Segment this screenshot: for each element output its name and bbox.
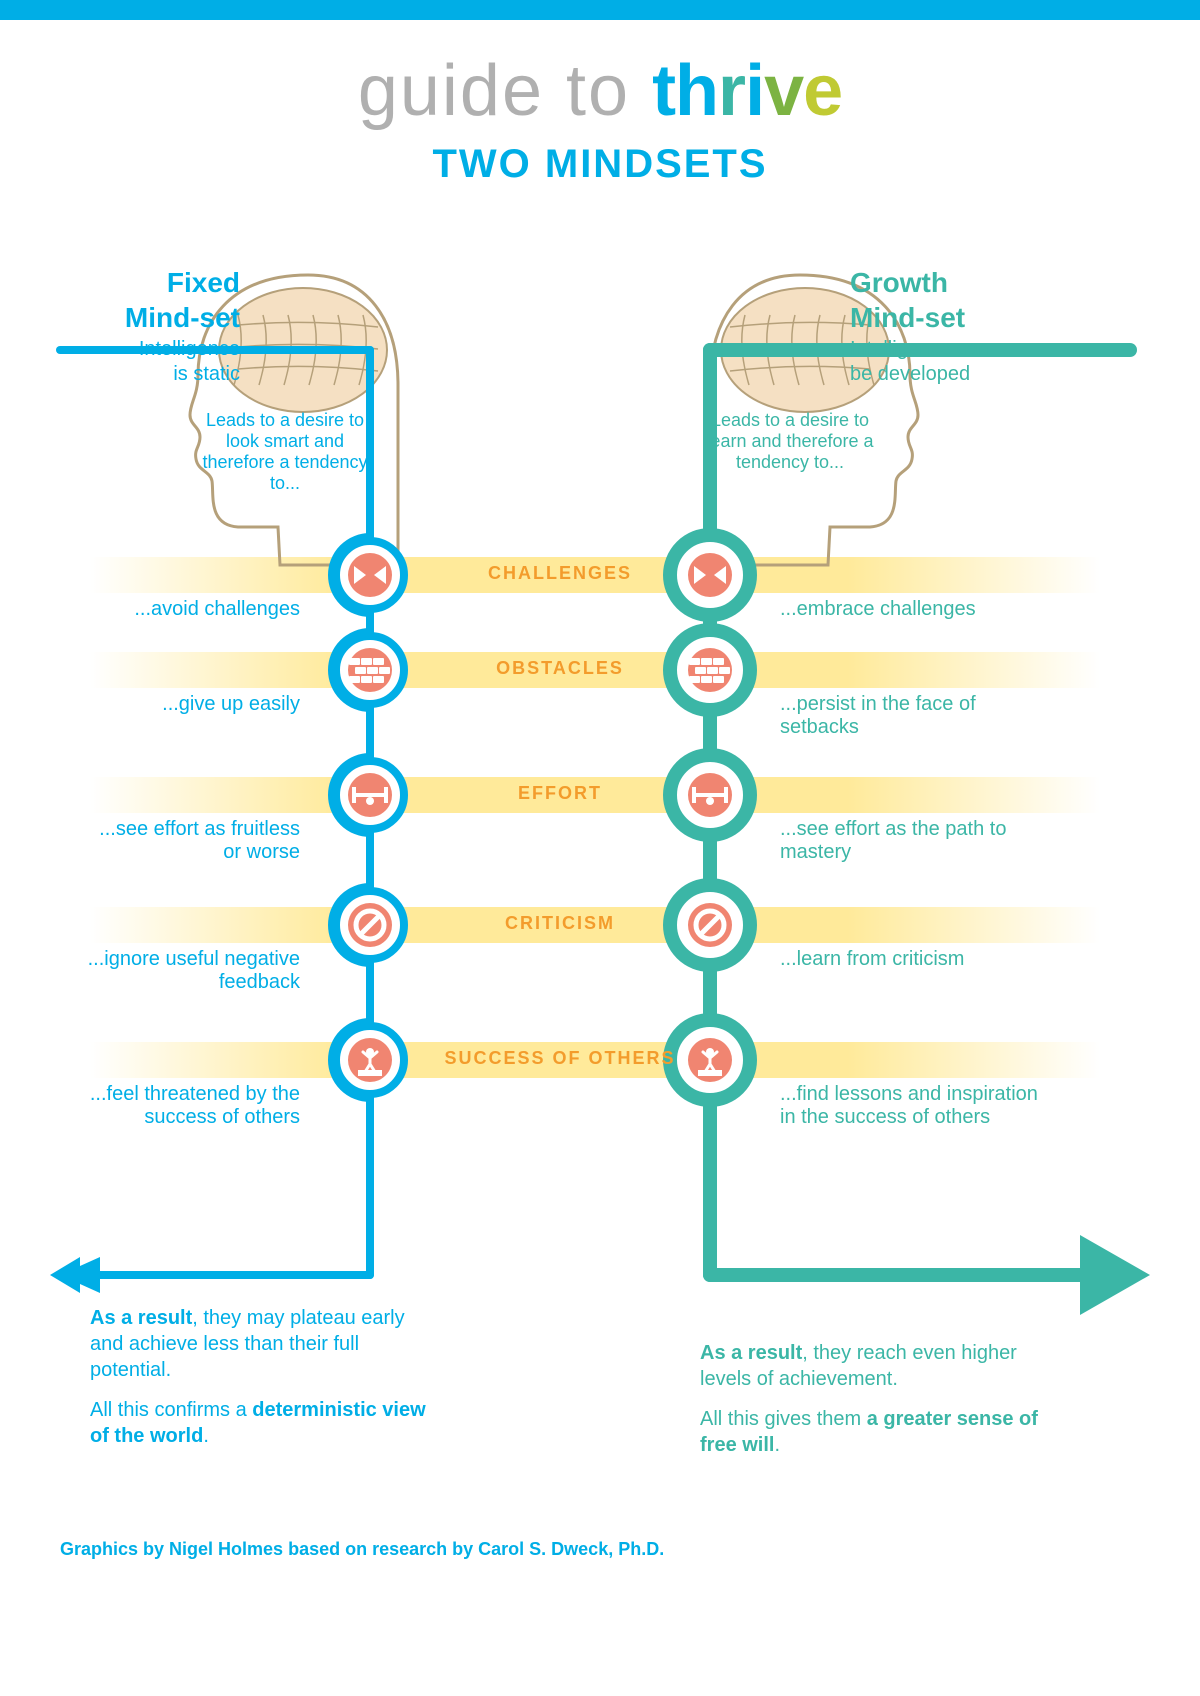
fixed-heading: FixedMind-set bbox=[60, 265, 240, 335]
growth-heading: GrowthMind-set bbox=[850, 265, 1100, 335]
guide-title: guide to thrive bbox=[0, 50, 1200, 132]
growth-text-0: ...embrace challenges bbox=[780, 598, 1040, 621]
credit-line: Graphics by Nigel Holmes based on resear… bbox=[60, 1539, 664, 1560]
fixed-text-3: ...ignore useful negative feedback bbox=[80, 948, 300, 994]
fixed-desire-text: Leads to a desire to look smart and ther… bbox=[195, 410, 375, 494]
fixed-text-4: ...feel threatened by the success of oth… bbox=[80, 1083, 300, 1129]
diagram-canvas: FixedMind-set Intelligenceis static Grow… bbox=[0, 235, 1200, 1585]
arrows-icon bbox=[336, 541, 404, 609]
guide-prefix: guide to bbox=[358, 51, 652, 131]
growth-mindset-title: GrowthMind-set Intelligence canbe develo… bbox=[850, 265, 1100, 387]
fixed-result-lead2: All this confirms a bbox=[90, 1399, 252, 1421]
row-label-effort: EFFORT bbox=[420, 783, 700, 804]
no-icon bbox=[336, 891, 404, 959]
barbell-icon bbox=[336, 761, 404, 829]
row-label-challenges: CHALLENGES bbox=[420, 563, 700, 584]
brand-word: thrive bbox=[652, 51, 842, 131]
growth-desire-text: Leads to a desire to learn and therefore… bbox=[690, 410, 890, 473]
growth-result-lead2: All this gives them bbox=[700, 1408, 867, 1430]
growth-text-1: ...persist in the face of setbacks bbox=[780, 693, 1040, 739]
growth-result-lead: As a result bbox=[700, 1342, 802, 1364]
growth-subheading: Intelligence canbe developed bbox=[850, 337, 1100, 387]
row-label-obstacles: OBSTACLES bbox=[420, 658, 700, 679]
fixed-text-1: ...give up easily bbox=[80, 693, 300, 716]
growth-result-tail2: . bbox=[774, 1434, 780, 1456]
fixed-result-lead: As a result bbox=[90, 1307, 192, 1329]
trophy-icon bbox=[336, 1026, 404, 1094]
fixed-subheading: Intelligenceis static bbox=[60, 337, 240, 387]
fixed-result: As a result, they may plateau early and … bbox=[90, 1305, 430, 1463]
row-label-success-of-others: SUCCESS OF OTHERS bbox=[420, 1048, 700, 1069]
growth-result: As a result, they reach even higher leve… bbox=[700, 1340, 1040, 1472]
fixed-result-tail2: . bbox=[203, 1425, 209, 1447]
growth-text-4: ...find lessons and inspiration in the s… bbox=[780, 1083, 1040, 1129]
header: guide to thrive TWO MINDSETS bbox=[0, 20, 1200, 207]
row-label-criticism: CRITICISM bbox=[420, 913, 700, 934]
growth-text-2: ...see effort as the path to mastery bbox=[780, 818, 1040, 864]
wall-icon bbox=[336, 636, 404, 704]
fixed-text-2: ...see effort as fruitless or worse bbox=[80, 818, 300, 864]
top-accent-bar bbox=[0, 0, 1200, 20]
fixed-text-0: ...avoid challenges bbox=[80, 598, 300, 621]
subtitle: TWO MINDSETS bbox=[0, 142, 1200, 187]
growth-text-3: ...learn from criticism bbox=[780, 948, 1040, 971]
fixed-mindset-title: FixedMind-set Intelligenceis static bbox=[60, 265, 240, 387]
